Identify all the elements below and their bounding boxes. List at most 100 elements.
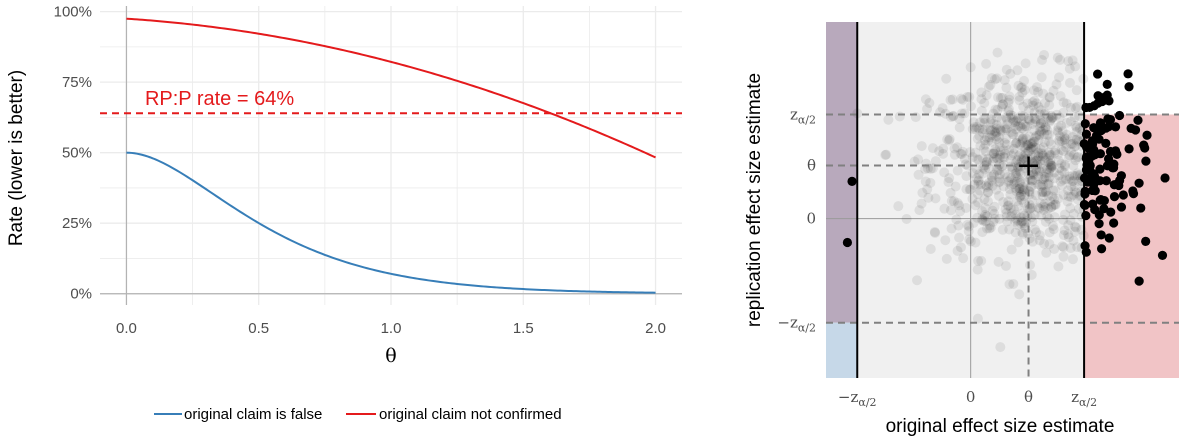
point-significant: [1112, 149, 1122, 159]
line-chart: RP:P rate = 64% 0.0 0.5 1.0 1.5 2.0 0% 25% 50%…: [6, 4, 682, 423]
y-axis-title: Rate (lower is better): [6, 70, 27, 246]
x-tick-label: 1.0: [381, 320, 402, 337]
point-nonsignificant: [881, 149, 892, 160]
point-nonsignificant: [1052, 52, 1063, 63]
point-nonsignificant: [1038, 201, 1049, 212]
point-nonsignificant: [1049, 167, 1060, 178]
point-nonsignificant: [938, 148, 949, 159]
point-nonsignificant: [961, 171, 972, 182]
point-nonsignificant: [973, 176, 984, 187]
point-nonsignificant: [981, 156, 992, 167]
point-nonsignificant: [1023, 140, 1034, 151]
point-nonsignificant: [962, 219, 973, 230]
point-nonsignificant: [998, 196, 1009, 207]
point-nonsignificant: [1015, 212, 1026, 223]
point-significant: [1133, 115, 1143, 125]
point-nonsignificant: [987, 175, 998, 186]
scatter-y-axis-title: replication effect size estimate: [744, 73, 765, 327]
point-nonsignificant: [1044, 164, 1055, 175]
point-nonsignificant: [1018, 119, 1029, 130]
point-significant: [1093, 98, 1103, 108]
point-nonsignificant: [1056, 120, 1067, 131]
point-nonsignificant: [1004, 91, 1015, 102]
point-significant: [847, 176, 857, 187]
point-nonsignificant: [1042, 211, 1053, 222]
point-nonsignificant: [1035, 114, 1046, 125]
point-nonsignificant: [1014, 91, 1025, 102]
point-nonsignificant: [1002, 119, 1013, 130]
point-significant: [1089, 123, 1099, 133]
point-nonsignificant: [1046, 162, 1057, 173]
point-nonsignificant: [961, 184, 972, 195]
point-nonsignificant: [1017, 228, 1028, 239]
point-nonsignificant: [952, 142, 963, 153]
point-significant: [1093, 69, 1103, 79]
point-nonsignificant: [1046, 202, 1057, 213]
point-nonsignificant: [1034, 130, 1045, 141]
point-nonsignificant: [1019, 198, 1030, 209]
x-axis-title: θ: [385, 345, 396, 367]
point-nonsignificant: [990, 104, 1001, 115]
point-nonsignificant: [1053, 261, 1064, 272]
point-nonsignificant: [1015, 148, 1026, 159]
point-nonsignificant: [1033, 179, 1044, 190]
point-nonsignificant: [1070, 155, 1081, 166]
point-nonsignificant: [1008, 143, 1019, 154]
point-nonsignificant: [1016, 154, 1027, 165]
point-nonsignificant: [1007, 129, 1018, 140]
point-nonsignificant: [1048, 200, 1059, 211]
point-nonsignificant: [939, 203, 950, 214]
point-nonsignificant: [992, 165, 1003, 176]
point-nonsignificant: [1056, 135, 1067, 146]
point-nonsignificant: [1021, 155, 1032, 166]
point-significant: [1080, 119, 1090, 129]
point-nonsignificant: [956, 149, 967, 160]
point-nonsignificant: [985, 79, 996, 90]
point-nonsignificant: [1046, 110, 1057, 121]
point-nonsignificant: [1067, 254, 1078, 265]
point-nonsignificant: [994, 173, 1005, 184]
point-nonsignificant: [1010, 209, 1021, 220]
point-nonsignificant: [1019, 75, 1030, 86]
point-nonsignificant: [1050, 145, 1061, 156]
point-nonsignificant: [985, 125, 996, 136]
point-nonsignificant: [937, 103, 948, 114]
point-nonsignificant: [1070, 120, 1081, 131]
point-nonsignificant: [995, 150, 1006, 161]
point-nonsignificant: [1042, 164, 1053, 175]
point-nonsignificant: [1008, 179, 1019, 190]
point-nonsignificant: [981, 90, 992, 101]
point-nonsignificant: [1043, 157, 1054, 168]
point-nonsignificant: [972, 154, 983, 165]
point-nonsignificant: [973, 179, 984, 190]
point-nonsignificant: [963, 226, 974, 237]
x-tick-label: 2.0: [645, 320, 666, 337]
point-nonsignificant: [994, 137, 1005, 148]
point-nonsignificant: [1038, 205, 1049, 216]
point-nonsignificant: [1001, 260, 1012, 271]
point-nonsignificant: [1035, 118, 1046, 129]
point-nonsignificant: [964, 91, 975, 102]
point-nonsignificant: [1049, 212, 1060, 223]
point-nonsignificant: [959, 108, 970, 119]
point-nonsignificant: [1013, 151, 1024, 162]
y-tick-label: 75%: [62, 74, 92, 91]
point-nonsignificant: [1027, 236, 1038, 247]
point-nonsignificant: [1018, 133, 1029, 144]
series-line-original-claim-is-false: [126, 151, 656, 294]
point-nonsignificant: [992, 153, 1003, 164]
point-nonsignificant: [1058, 189, 1069, 200]
scatter-x-tick-label: 0: [966, 388, 976, 406]
point-significant: [1096, 194, 1106, 205]
point-nonsignificant: [1014, 177, 1025, 188]
point-nonsignificant: [1041, 167, 1052, 178]
point-nonsignificant: [1044, 172, 1055, 183]
point-nonsignificant: [999, 152, 1010, 163]
point-nonsignificant: [1072, 152, 1083, 163]
point-nonsignificant: [1019, 210, 1030, 221]
scatter-x-tick-label: θ: [1024, 388, 1033, 406]
point-nonsignificant: [1040, 152, 1051, 163]
point-nonsignificant: [1018, 101, 1029, 112]
point-nonsignificant: [1066, 146, 1077, 157]
point-nonsignificant: [1050, 199, 1061, 210]
